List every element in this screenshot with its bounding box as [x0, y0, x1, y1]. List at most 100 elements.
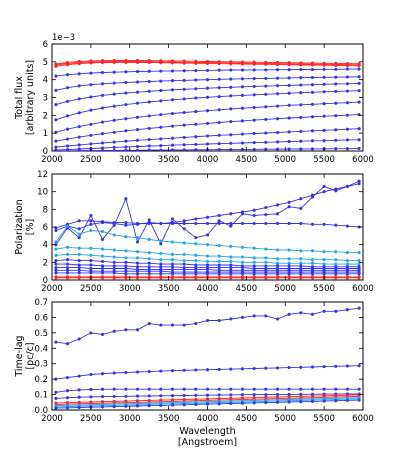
data-point: [100, 405, 105, 409]
data-point: [54, 259, 58, 263]
data-point: [182, 87, 186, 91]
data-point: [159, 251, 163, 256]
data-point: [112, 92, 116, 96]
data-point: [124, 276, 128, 280]
data-point: [170, 323, 175, 327]
data-point: [147, 89, 151, 93]
y-tick-label: 8: [43, 205, 48, 215]
data-point: [147, 100, 151, 104]
data-point: [229, 393, 233, 397]
data-point: [264, 393, 268, 397]
data-point: [345, 61, 349, 66]
data-point: [54, 139, 58, 143]
data-point: [240, 266, 245, 270]
data-point: [322, 190, 326, 194]
data-point: [89, 395, 93, 399]
data-point: [287, 261, 291, 265]
data-point: [135, 261, 140, 265]
data-point: [77, 227, 81, 231]
data-point: [322, 258, 326, 262]
data-point: [240, 315, 245, 319]
data-point: [135, 404, 140, 408]
data-point: [124, 139, 128, 143]
data-point: [194, 368, 198, 372]
data-point: [229, 133, 233, 137]
x-tick-label: 3000: [119, 284, 141, 294]
data-point: [112, 81, 116, 85]
data-point: [194, 142, 198, 146]
x-tick-label: 3000: [119, 155, 141, 165]
data-point: [217, 263, 221, 267]
data-point: [205, 272, 210, 276]
data-point: [345, 113, 349, 117]
y-tick-label: 3: [43, 94, 48, 104]
data-point: [194, 109, 198, 114]
data-point: [159, 112, 163, 117]
data-point: [310, 61, 315, 65]
data-point: [217, 254, 221, 258]
data-point: [135, 115, 140, 119]
y-axis-label: [arbitrary units]: [25, 60, 36, 135]
data-point: [182, 227, 186, 231]
data-point: [124, 117, 128, 121]
data-point: [159, 59, 163, 63]
data-point: [159, 99, 163, 103]
y-tick-label: 4: [43, 76, 48, 86]
data-point: [194, 78, 198, 82]
data-point: [205, 243, 210, 247]
x-tick-label: 5000: [274, 155, 296, 165]
data-point: [252, 366, 256, 371]
data-point: [252, 84, 256, 88]
x-tick-label: 2000: [41, 284, 63, 294]
data-point: [252, 147, 256, 151]
data-point: [124, 387, 128, 391]
data-point: [65, 342, 70, 346]
data-point: [240, 245, 245, 249]
data-point: [182, 219, 186, 223]
y-axis-label: [pc/c]: [25, 342, 36, 369]
data-point: [217, 108, 221, 112]
data-point: [112, 223, 116, 227]
data-point: [194, 122, 198, 126]
data-point: [229, 141, 233, 145]
data-point: [65, 258, 70, 262]
data-point: [334, 276, 338, 280]
scale-offset-label: 1e−3: [52, 33, 75, 43]
data-point: [252, 141, 256, 145]
data-point: [182, 135, 186, 139]
series-group: [54, 58, 361, 151]
data-point: [240, 276, 245, 280]
data-point: [65, 127, 70, 131]
data-point: [264, 213, 268, 217]
y-tick-label: 2: [43, 111, 48, 121]
data-point: [299, 365, 303, 369]
data-point: [147, 322, 151, 326]
y-tick-label: 0.2: [34, 375, 48, 385]
data-point: [322, 250, 326, 254]
data-point: [147, 261, 151, 265]
data-point: [217, 142, 221, 146]
data-point: [65, 271, 70, 275]
data-point: [275, 387, 280, 391]
data-point: [299, 257, 303, 261]
data-point: [147, 148, 151, 151]
data-point: [170, 252, 175, 256]
data-point: [100, 266, 105, 271]
data-point: [334, 309, 338, 313]
data-point: [112, 405, 116, 409]
x-axis-label: [Angstroem]: [178, 437, 237, 448]
data-point: [77, 124, 81, 129]
data-point: [170, 387, 175, 391]
data-point: [240, 60, 245, 64]
data-point: [322, 114, 326, 118]
data-point: [159, 269, 163, 273]
data-point: [182, 368, 186, 372]
data-point: [229, 317, 233, 321]
data-point: [299, 103, 303, 107]
data-point: [252, 68, 256, 72]
data-point: [124, 256, 128, 260]
data-point: [264, 131, 268, 135]
data-point: [345, 138, 349, 142]
data-point: [135, 101, 140, 105]
data-point: [205, 109, 210, 113]
